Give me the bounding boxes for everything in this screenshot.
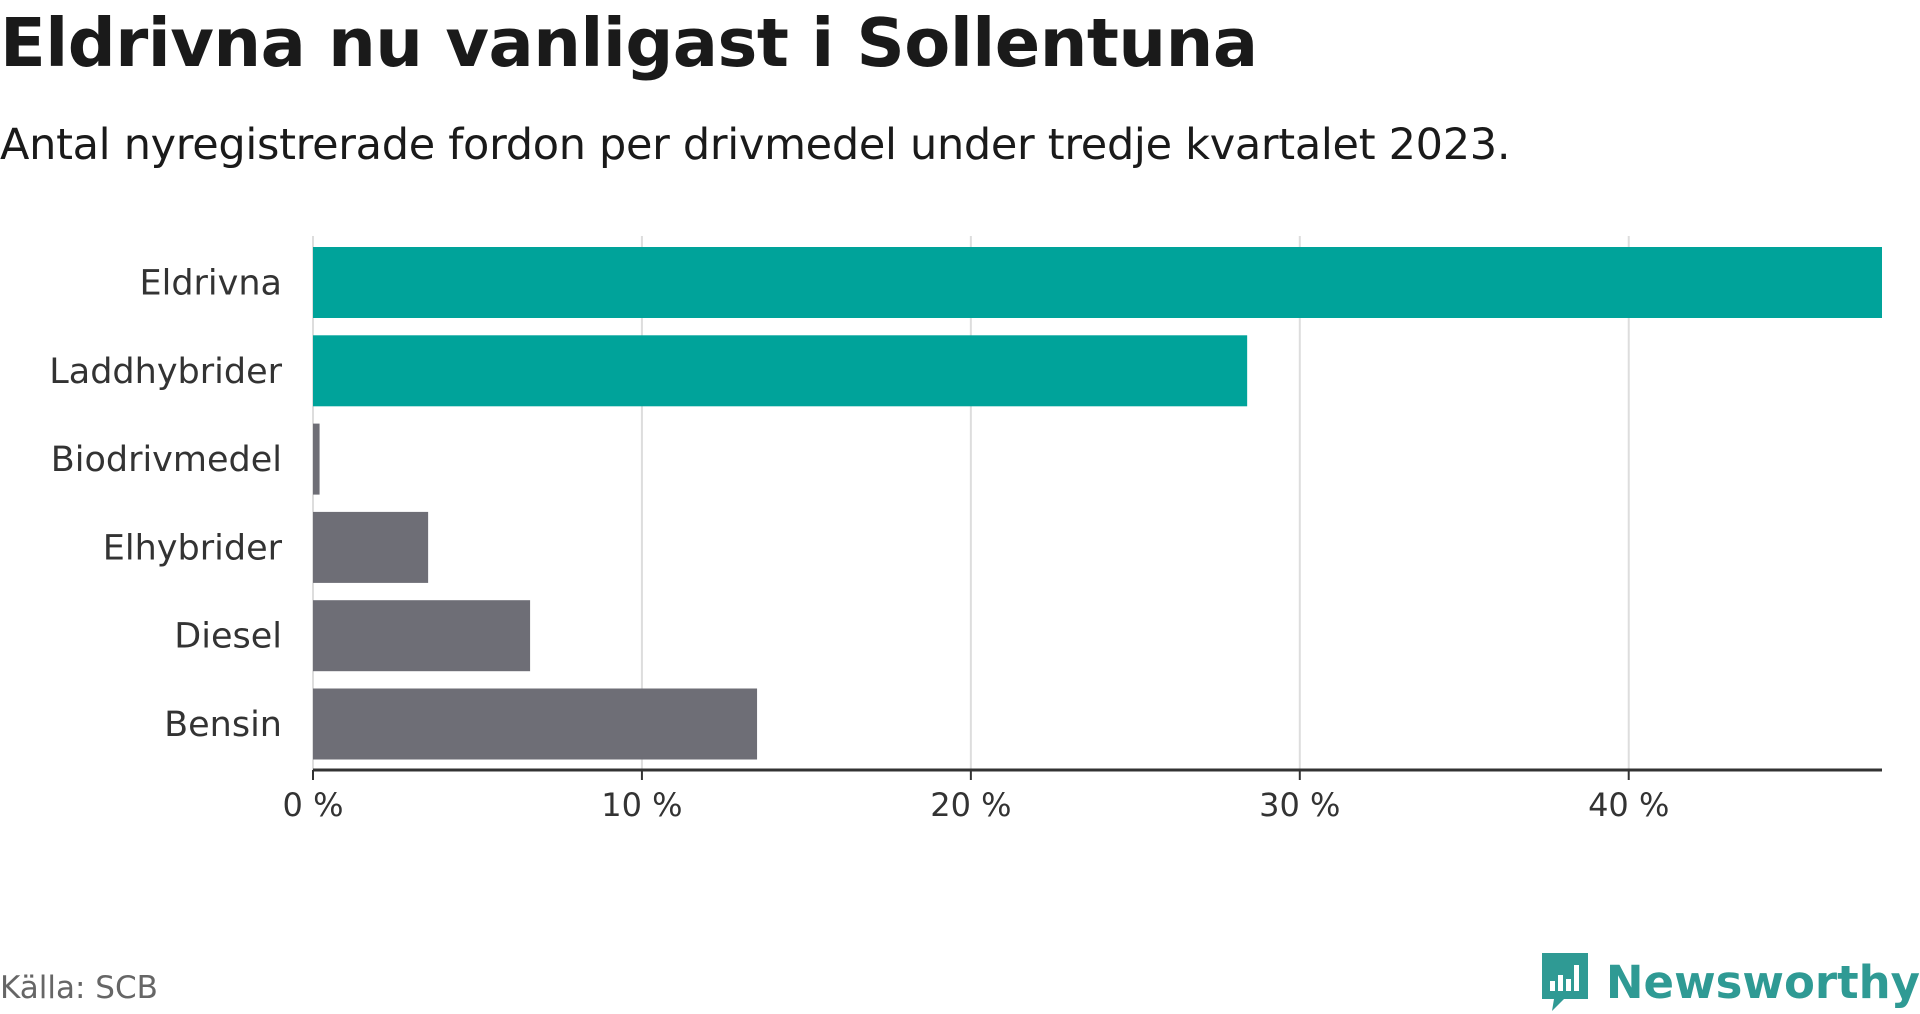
category-label: Eldrivna <box>139 264 282 304</box>
bar-eldrivna <box>313 247 1882 318</box>
category-label: Diesel <box>174 617 282 657</box>
chart-subtitle: Antal nyregistrerade fordon per drivmede… <box>0 120 1511 170</box>
bar-bensin <box>313 688 758 760</box>
bar-elhybrider <box>313 511 429 583</box>
category-label: Biodrivmedel <box>51 440 282 480</box>
chart-title: Eldrivna nu vanligast i Sollentuna <box>0 4 1258 82</box>
chart-speech-bubble-icon <box>1541 953 1588 1011</box>
bar-laddhybrider <box>313 335 1248 407</box>
category-label: Laddhybrider <box>49 352 282 392</box>
x-tick-label: 0 % <box>283 786 344 824</box>
x-tick-label: 10 % <box>601 786 682 824</box>
category-label: Bensin <box>164 705 282 745</box>
brand-name: Newsworthy <box>1605 955 1920 1009</box>
category-label: Elhybrider <box>103 528 283 568</box>
bar-biodrivmedel <box>313 423 320 495</box>
x-tick-label: 40 % <box>1588 786 1669 824</box>
bar-diesel <box>313 600 531 672</box>
x-tick-label: 30 % <box>1259 786 1340 824</box>
x-tick-label: 20 % <box>930 786 1011 824</box>
newsworthy-logo: Newsworthy <box>1540 950 1920 1014</box>
source-note: Källa: SCB <box>0 970 158 1006</box>
